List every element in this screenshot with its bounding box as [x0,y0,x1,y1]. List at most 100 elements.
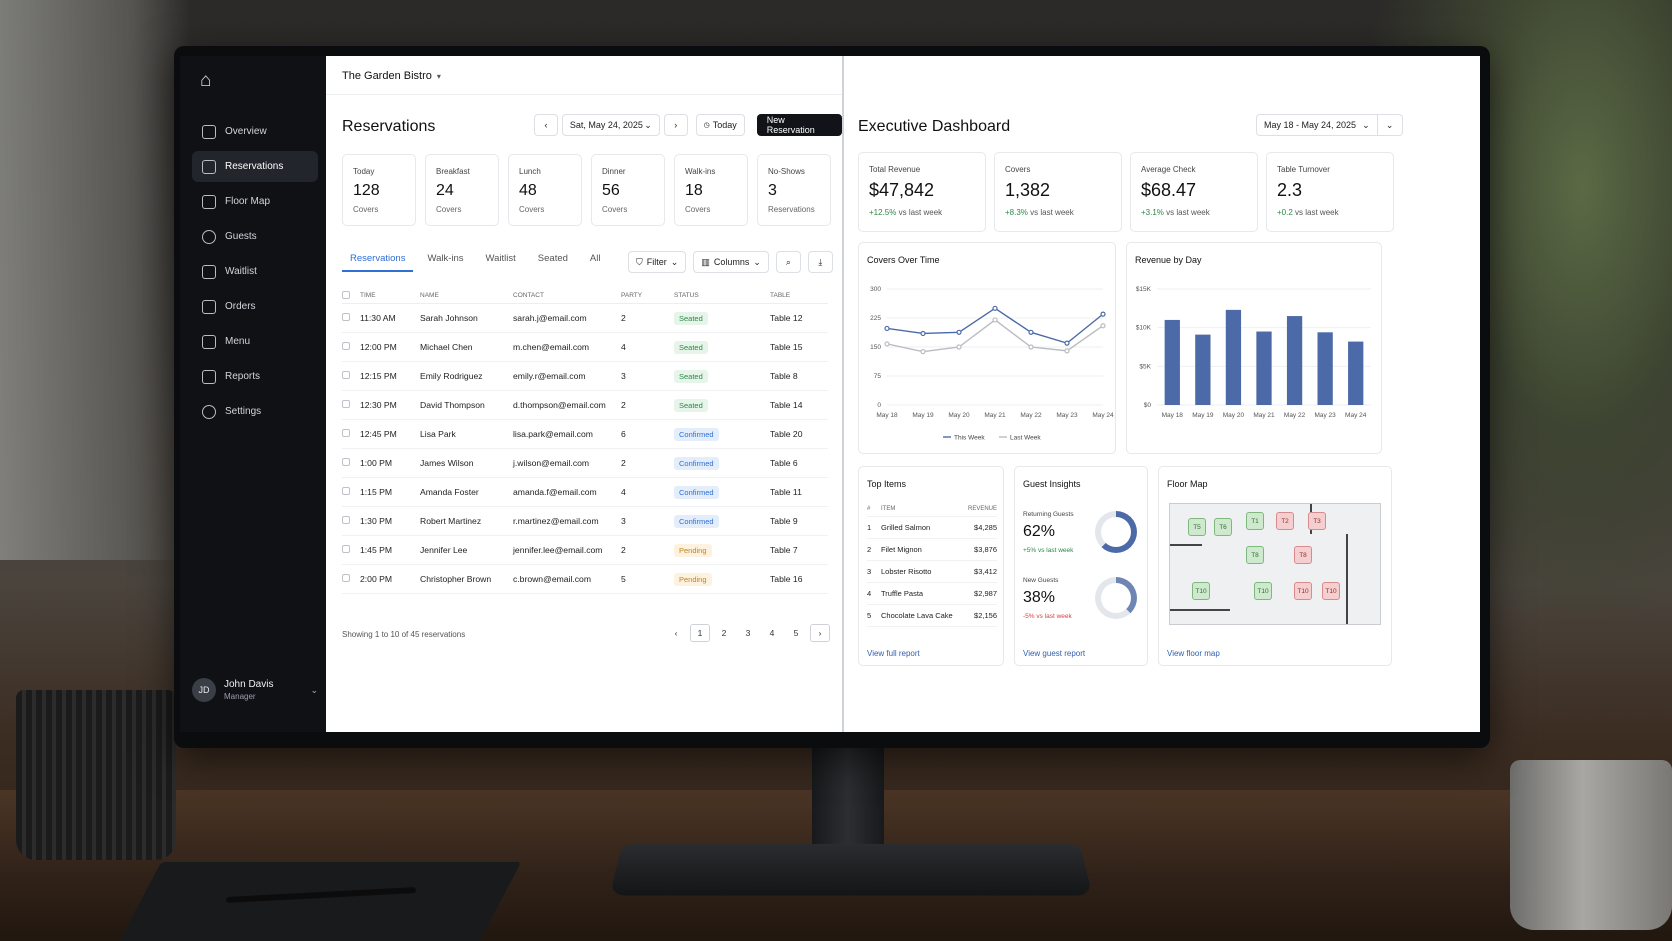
bar[interactable] [1317,332,1333,405]
floor-table[interactable]: T2 [1276,512,1294,530]
checkbox[interactable] [342,429,350,437]
floor-table[interactable]: T8 [1246,546,1264,564]
list-item[interactable]: 1 Grilled Salmon $4,285 [867,517,997,539]
next-day-button[interactable]: › [663,114,688,136]
page-button[interactable]: 2 [721,628,727,638]
filter-button[interactable]: ⛉ Filter ⌄ [628,251,687,273]
table-row[interactable]: 1:15 PM Amanda Foster amanda.f@email.com 4 C… [342,478,828,507]
user-menu[interactable]: JD John Davis Manager ⌄ [192,678,318,702]
list-item[interactable]: 2 Filet Mignon $3,876 [867,539,997,561]
sidebar-item-settings[interactable]: Settings [192,396,318,427]
chevron-down-icon[interactable]: ⌄ [310,684,318,695]
data-point[interactable] [992,317,998,323]
bar[interactable] [1256,331,1272,405]
sidebar-item-reservations[interactable]: Reservations [192,151,318,182]
floor-table[interactable]: T1 [1246,512,1264,530]
tab-waitlist[interactable]: Waitlist [485,252,516,264]
table-row[interactable]: 2:00 PM Christopher Brown c.brown@email.co… [342,565,828,594]
row-checkbox[interactable] [342,487,360,497]
table-row[interactable]: 1:45 PM Jennifer Lee jennifer.lee@email.co… [342,536,828,565]
sidebar-item-menu[interactable]: Menu [192,326,318,357]
prev-page-button[interactable]: ‹ [674,628,678,638]
checkbox[interactable] [342,487,350,495]
tab-walk-ins[interactable]: Walk-ins [427,252,464,264]
view-floor-map-link[interactable]: View floor map [1167,649,1220,658]
columns-button[interactable]: ▥ Columns ⌄ [693,251,769,273]
checkbox[interactable] [342,458,350,466]
data-point[interactable] [884,341,890,347]
page-button[interactable]: 4 [769,628,775,638]
today-button[interactable]: ◷ Today [695,114,745,136]
floor-table[interactable]: T10 [1192,582,1210,600]
floor-table[interactable]: T3 [1308,512,1326,530]
row-checkbox[interactable] [342,516,360,526]
table-row[interactable]: 1:30 PM Robert Martinez r.martinez@email.c… [342,507,828,536]
checkbox[interactable] [342,516,350,524]
select-all-checkbox[interactable] [342,290,360,301]
checkbox[interactable] [342,342,350,350]
page-button[interactable]: 1 [690,624,710,642]
data-point[interactable] [956,344,962,350]
bar[interactable] [1164,319,1180,405]
bar[interactable] [1348,341,1364,405]
date-picker[interactable]: Sat, May 24, 2025 ⌄ [561,114,660,136]
table-row[interactable]: 12:15 PM Emily Rodriguez emily.r@email.com… [342,362,828,391]
checkbox[interactable] [342,545,350,553]
row-checkbox[interactable] [342,371,360,381]
date-range-picker[interactable]: May 18 - May 24, 2025 ⌄ [1256,114,1378,136]
column-header[interactable]: Contact [513,292,544,299]
checkbox[interactable] [342,371,350,379]
data-point[interactable] [920,330,926,337]
floor-table[interactable]: T10 [1254,582,1272,600]
table-row[interactable]: 11:30 AM Sarah Johnson sarah.j@email.com 2 S… [342,304,828,333]
data-point[interactable] [1064,340,1070,346]
download-button[interactable]: ⤓ [807,251,833,273]
sidebar-item-overview[interactable]: Overview [192,116,318,147]
list-item[interactable]: 3 Lobster Risotto $3,412 [867,561,997,583]
bar[interactable] [1225,309,1242,405]
data-point[interactable] [1064,348,1070,354]
bar[interactable] [1195,334,1211,405]
tab-seated[interactable]: Seated [537,252,568,264]
floor-table[interactable]: T10 [1322,582,1340,600]
floor-table[interactable]: T5 [1188,518,1206,536]
row-checkbox[interactable] [342,400,360,410]
page-button[interactable]: 5 [793,628,799,638]
restaurant-switcher[interactable]: The Garden Bistro ▾ [342,70,441,82]
prev-day-button[interactable]: ‹ [534,114,558,136]
row-checkbox[interactable] [342,574,360,584]
floor-table[interactable]: T6 [1214,518,1232,536]
column-header[interactable]: Table [770,292,791,299]
data-point[interactable] [992,305,998,311]
data-point[interactable] [920,349,926,355]
view-guest-report-link[interactable]: View guest report [1023,649,1086,658]
row-checkbox[interactable] [342,458,360,468]
column-header[interactable]: Name [420,292,439,299]
checkbox[interactable] [342,400,350,408]
row-checkbox[interactable] [342,545,360,555]
table-row[interactable]: 12:45 PM Lisa Park lisa.park@email.com 6 Con… [342,420,828,449]
search-button[interactable]: ⌕ [775,251,801,273]
tab-reservations[interactable]: Reservations [342,253,414,272]
sidebar-item-waitlist[interactable]: Waitlist [192,256,318,287]
checkbox[interactable] [342,290,350,299]
view-full-report-link[interactable]: View full report [867,649,920,658]
next-page-button[interactable]: › [810,624,830,642]
data-point[interactable] [1028,329,1034,335]
new-reservation-button[interactable]: New Reservation [756,114,842,136]
column-header[interactable]: Party [621,292,643,299]
sidebar-item-orders[interactable]: Orders [192,291,318,322]
floor-map[interactable]: T5 T6 T1 T2 T3 T8 T8 T10 T10 T10 T10 [1169,503,1381,625]
floor-table[interactable]: T10 [1294,582,1312,600]
row-checkbox[interactable] [342,429,360,439]
sidebar-item-guests[interactable]: Guests [192,221,318,252]
checkbox[interactable] [342,574,350,582]
data-point[interactable] [1100,323,1106,329]
floor-table[interactable]: T8 [1294,546,1312,564]
restaurant-logo-icon[interactable]: ⌂ [200,70,212,91]
column-header[interactable]: Status [674,292,699,299]
bar[interactable] [1286,316,1303,405]
tab-all[interactable]: All [589,252,601,264]
column-header[interactable]: Time [360,292,376,299]
data-point[interactable] [1028,344,1034,350]
